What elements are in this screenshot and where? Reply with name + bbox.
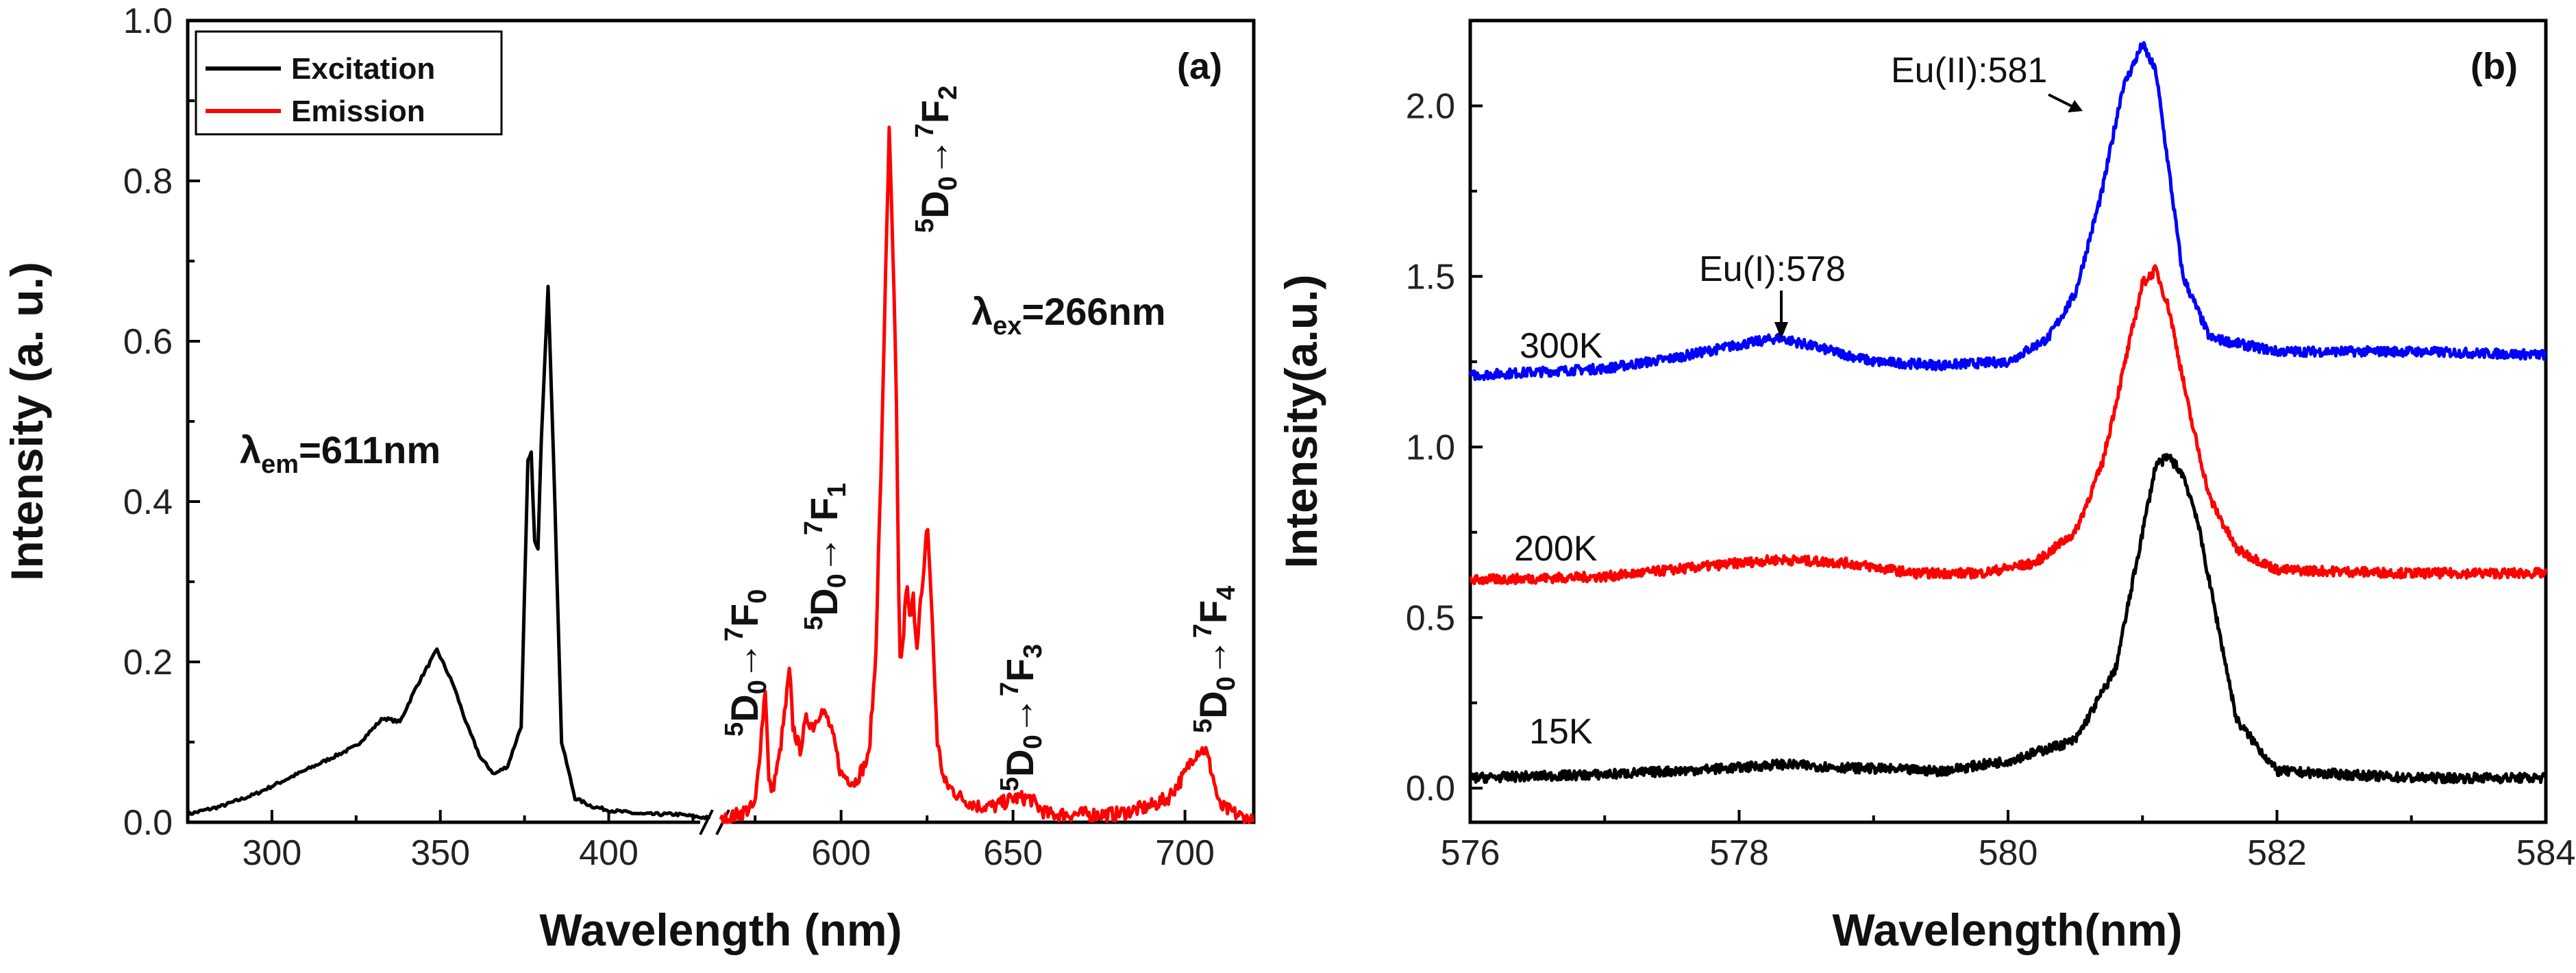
legend-excitation-label: Excitation	[291, 52, 435, 86]
eu2-arrow	[2048, 93, 2083, 112]
panel-a-ylabel: Intensity (a. u.)	[1, 262, 52, 581]
transition-label-f3: 5D0→7F3	[995, 644, 1048, 791]
lambda-ex-annotation: λex=266nm	[971, 290, 1166, 341]
panel-b-xlabel: Wavelength(nm)	[1833, 904, 2183, 955]
series-300k-line	[1468, 40, 2547, 382]
b-ytick-label: 1.0	[1406, 428, 1455, 467]
label-300k: 300K	[1520, 326, 1603, 366]
a-ytick-label: 0.0	[123, 803, 173, 843]
panel-b-label: (b)	[2470, 46, 2518, 87]
a-ytick-label: 1.0	[123, 1, 173, 41]
b-xtick-label: 580	[1979, 833, 2038, 873]
b-xtick-label: 582	[2247, 833, 2307, 873]
b-xtick-label: 584	[2516, 833, 2576, 873]
a-xtick-label: 700	[1155, 833, 1215, 873]
a-ytick-label: 0.2	[123, 643, 173, 682]
panel-b-ylabel: Intensity(a.u.)	[1276, 274, 1326, 568]
series-200k-line	[1469, 264, 2548, 586]
panel-b: (b) 0.0 0.5 1.0 1.5 2.0 576 578 580 582 584 300K…	[1276, 19, 2576, 955]
b-xtick-label: 578	[1709, 833, 1769, 873]
b-ytick-label: 0.0	[1406, 769, 1455, 809]
b-xtick-label: 576	[1441, 833, 1500, 873]
transition-label-f1: 5D0→7F1	[800, 483, 852, 630]
label-15k: 15K	[1529, 712, 1593, 752]
series-15k-line	[1469, 453, 2547, 785]
a-ytick-label: 0.4	[123, 482, 173, 522]
panel-b-y-ticks: 0.0 0.5 1.0 1.5 2.0	[1406, 19, 1483, 809]
panel-a-frame	[186, 19, 1256, 824]
panel-a-y-ticks: 0.0 0.2 0.4 0.6 0.8 1.0	[123, 1, 200, 843]
a-ytick-label: 0.8	[123, 162, 173, 201]
excitation-line	[186, 284, 711, 820]
panel-b-x-ticks: 576 578 580 582 584	[1441, 810, 2576, 873]
eu2-annotation: Eu(II):581	[1891, 51, 2047, 90]
transition-label-f2: 5D0→7F2	[911, 86, 963, 233]
a-ytick-label: 0.6	[123, 322, 173, 362]
a-xtick-label: 350	[410, 833, 470, 873]
b-ytick-label: 0.5	[1406, 598, 1455, 638]
lambda-em-annotation: λem=611nm	[240, 428, 441, 479]
a-xtick-label: 650	[983, 833, 1043, 873]
a-xtick-label: 600	[811, 833, 871, 873]
transition-label-f0: 5D0→7F0	[720, 589, 772, 737]
b-ytick-label: 2.0	[1406, 86, 1455, 126]
panel-b-frame	[1468, 19, 2548, 824]
transition-label-f4: 5D0→7F4	[1189, 586, 1241, 733]
a-xtick-label: 300	[243, 833, 302, 873]
b-ytick-label: 1.5	[1406, 257, 1455, 297]
panel-a-label: (a)	[1177, 46, 1222, 87]
legend-emission-label: Emission	[291, 95, 425, 128]
emission-line	[719, 125, 1254, 824]
label-200k: 200K	[1514, 529, 1598, 569]
a-xtick-label: 400	[579, 833, 639, 873]
eu1-annotation: Eu(I):578	[1699, 249, 1846, 289]
eu1-arrow	[1774, 291, 1788, 339]
panel-a-xlabel: Wavelength (nm)	[539, 904, 902, 955]
panel-a-x-ticks: 300 350 400 600 650 700	[186, 810, 1215, 873]
panel-a: (a) 0.0 0.2 0.4 0.6 0.8 1.0 300 350 400 600 650 70…	[1, 1, 1256, 955]
legend: Excitation Emission	[195, 30, 503, 136]
